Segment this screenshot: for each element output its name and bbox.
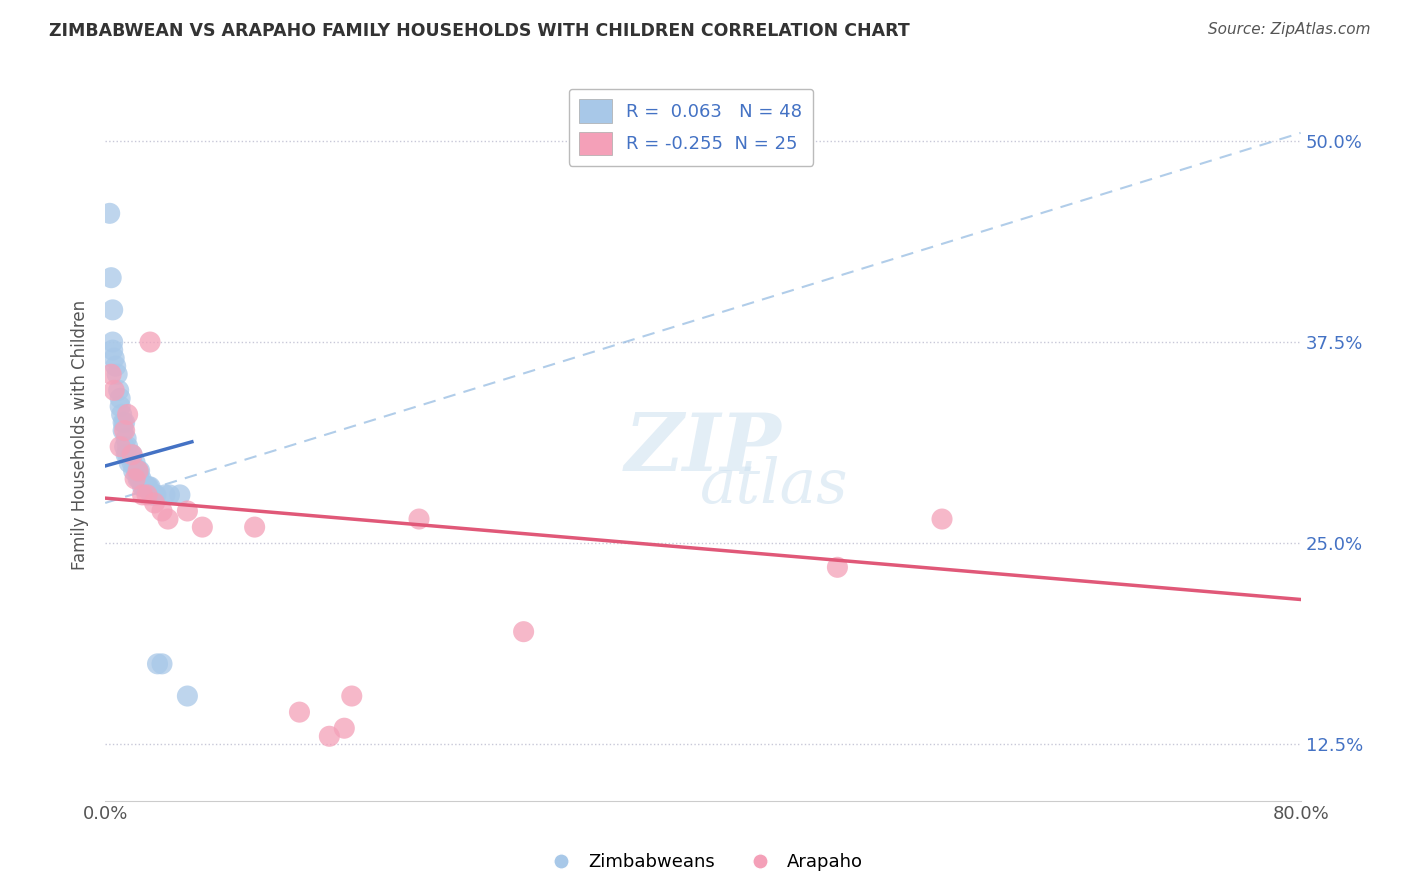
Point [117,440,139,454]
Point [139,334,162,349]
Point [288,705,311,719]
Text: ZIMBABWEAN VS ARAPAHO FAMILY HOUSEHOLDS WITH CHILDREN CORRELATION CHART: ZIMBABWEAN VS ARAPAHO FAMILY HOUSEHOLDS … [49,22,910,40]
Point [142,488,165,502]
Point [114,424,136,438]
Point [156,512,179,526]
Point [128,464,150,478]
Point [333,721,356,735]
Point [129,472,152,486]
Point [115,448,138,462]
Point [125,464,148,478]
Point [121,448,143,462]
Point [112,424,135,438]
Point [121,456,143,470]
Point [131,480,153,494]
Text: ZIP: ZIP [624,410,782,488]
Point [191,520,214,534]
Point [112,416,135,430]
Point [512,624,534,639]
Point [115,432,138,446]
Legend: R =  0.063   N = 48, R = -0.255  N = 25: R = 0.063 N = 48, R = -0.255 N = 25 [568,88,813,166]
Point [176,504,198,518]
Point [117,448,139,462]
Point [124,472,146,486]
Point [931,512,953,526]
Point [107,384,129,398]
Point [104,359,127,374]
Point [150,657,173,671]
Y-axis label: Family Households with Children: Family Households with Children [72,300,89,570]
Point [243,520,266,534]
Point [101,302,124,317]
Point [108,392,131,406]
Point [135,480,157,494]
Point [122,464,145,478]
Point [169,488,191,502]
Point [143,496,166,510]
Point [114,440,136,454]
Point [105,368,128,382]
Text: Source: ZipAtlas.com: Source: ZipAtlas.com [1208,22,1371,37]
Point [128,472,150,486]
Point [100,368,122,382]
Point [153,488,176,502]
Point [340,689,363,703]
Point [132,480,155,494]
Point [159,488,181,502]
Point [101,334,124,349]
Point [121,448,143,462]
Point [150,504,173,518]
Point [98,206,121,220]
Point [118,456,141,470]
Point [138,480,160,494]
Point [143,488,166,502]
Point [127,472,149,486]
Point [827,560,849,574]
Point [145,488,167,502]
Point [127,464,149,478]
Point [101,343,124,357]
Point [146,657,169,671]
Point [114,416,136,430]
Point [103,384,125,398]
Point [176,689,198,703]
Point [124,456,146,470]
Text: atlas: atlas [700,456,849,516]
Point [108,400,131,414]
Point [100,270,122,285]
Point [120,448,142,462]
Point [139,480,162,494]
Point [136,480,159,494]
Point [136,488,159,502]
Legend: Zimbabweans, Arapaho: Zimbabweans, Arapaho [536,847,870,879]
Point [117,408,139,422]
Point [318,729,340,743]
Point [408,512,430,526]
Point [108,440,131,454]
Point [111,408,134,422]
Point [103,351,125,366]
Point [127,464,149,478]
Point [131,488,153,502]
Point [141,488,163,502]
